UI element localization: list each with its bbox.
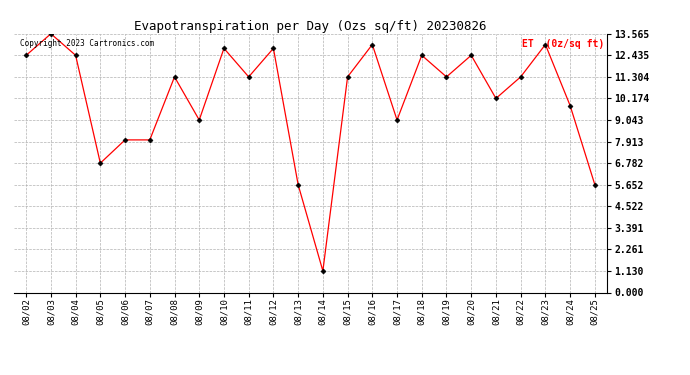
Text: Copyright 2023 Cartronics.com: Copyright 2023 Cartronics.com [20,39,154,48]
Title: Evapotranspiration per Day (Ozs sq/ft) 20230826: Evapotranspiration per Day (Ozs sq/ft) 2… [135,20,486,33]
Text: ET  (0z/sq ft): ET (0z/sq ft) [522,39,604,49]
